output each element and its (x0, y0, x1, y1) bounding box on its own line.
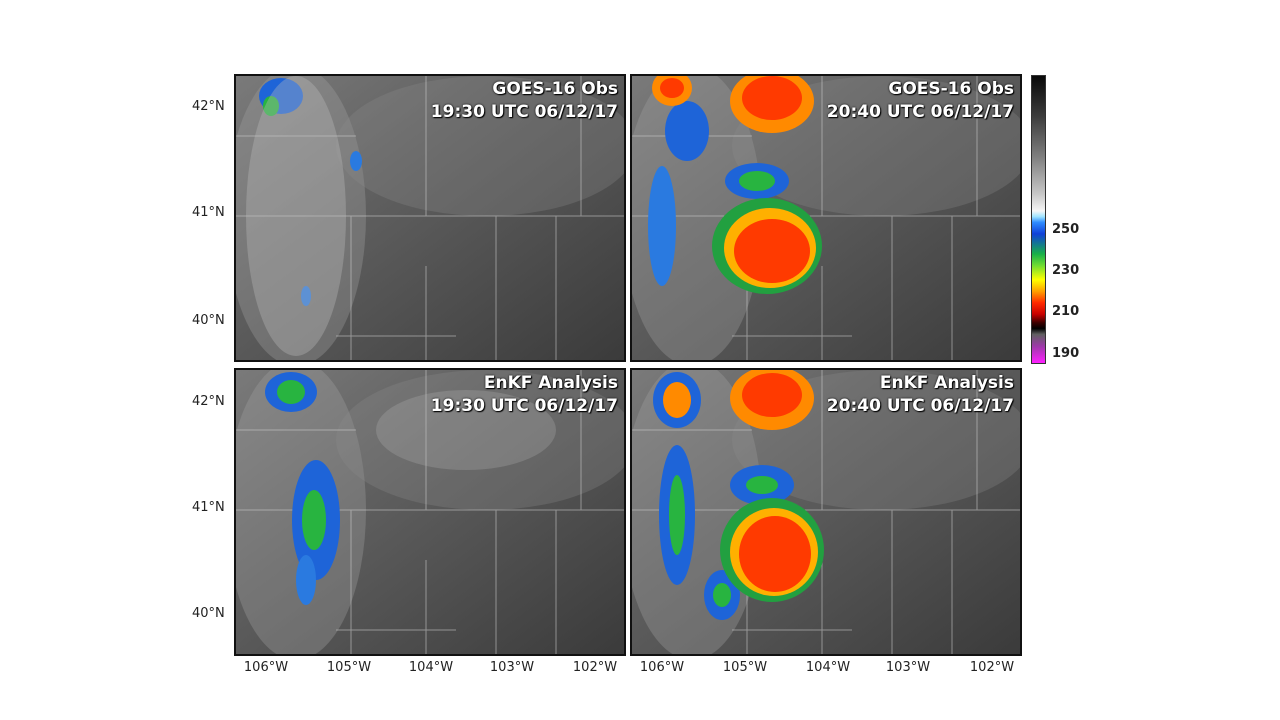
satellite-image (236, 370, 624, 654)
panel-title: EnKF Analysis 19:30 UTC 06/12/17 (431, 372, 618, 418)
panel-title-line2: 19:30 UTC 06/12/17 (430, 102, 618, 122)
lon-label-103w-right: 103°W (885, 660, 931, 675)
panel-goes-obs-1930: GOES-16 Obs 19:30 UTC 06/12/17 (234, 74, 626, 362)
satellite-image (236, 76, 624, 360)
panel-title: GOES-16 Obs 20:40 UTC 06/12/17 (827, 78, 1014, 124)
panel-title: EnKF Analysis 20:40 UTC 06/12/17 (827, 372, 1014, 418)
lon-label-102w-left: 102°W (572, 660, 618, 675)
panel-enkf-analysis-2040: EnKF Analysis 20:40 UTC 06/12/17 (630, 368, 1022, 656)
colorbar-tick-230: 230 (1052, 263, 1080, 278)
cloud-features (653, 370, 824, 620)
panel-title-line2: 19:30 UTC 06/12/17 (430, 396, 618, 416)
colorbar (1031, 75, 1046, 364)
lon-label-106w-left: 106°W (243, 660, 289, 675)
panel-title: GOES-16 Obs 19:30 UTC 06/12/17 (431, 78, 618, 124)
satellite-image (632, 76, 1020, 360)
lon-label-106w-right: 106°W (639, 660, 685, 675)
panel-title-line1: GOES-16 Obs (492, 79, 618, 99)
lon-label-103w-left: 103°W (489, 660, 535, 675)
lat-label-40n-bottom: 40°N (192, 606, 225, 621)
cloud-features (246, 76, 362, 356)
lon-label-104w-right: 104°W (805, 660, 851, 675)
cloud-features (648, 76, 822, 294)
lon-label-105w-right: 105°W (722, 660, 768, 675)
panel-title-line1: EnKF Analysis (483, 373, 618, 393)
panel-goes-obs-2040: GOES-16 Obs 20:40 UTC 06/12/17 (630, 74, 1022, 362)
panel-title-line1: GOES-16 Obs (888, 79, 1014, 99)
panel-enkf-analysis-1930: EnKF Analysis 19:30 UTC 06/12/17 (234, 368, 626, 656)
lat-label-42n-bottom: 42°N (192, 394, 225, 409)
lon-label-105w-left: 105°W (326, 660, 372, 675)
lat-label-41n-bottom: 41°N (192, 500, 225, 515)
panel-title-line1: EnKF Analysis (879, 373, 1014, 393)
panel-title-line2: 20:40 UTC 06/12/17 (826, 396, 1014, 416)
cloud-features (265, 372, 556, 605)
lat-label-41n-top: 41°N (192, 205, 225, 220)
satellite-image (632, 370, 1020, 654)
panel-title-line2: 20:40 UTC 06/12/17 (826, 102, 1014, 122)
colorbar-tick-250: 250 (1052, 222, 1080, 237)
colorbar-tick-190: 190 (1052, 346, 1080, 361)
lon-label-104w-left: 104°W (408, 660, 454, 675)
lat-label-40n-top: 40°N (192, 313, 225, 328)
lon-label-102w-right: 102°W (969, 660, 1015, 675)
colorbar-tick-210: 210 (1052, 304, 1080, 319)
lat-label-42n-top: 42°N (192, 99, 225, 114)
county-boundaries (236, 76, 624, 360)
county-boundaries (236, 370, 624, 654)
